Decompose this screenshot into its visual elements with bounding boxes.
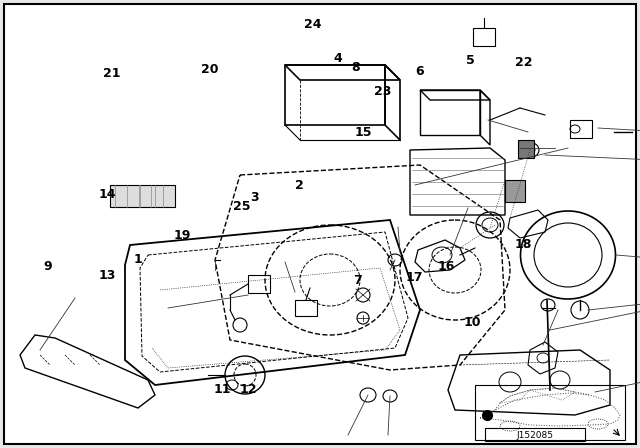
Text: 15: 15 [355, 125, 372, 139]
Text: 12: 12 [239, 383, 257, 396]
Text: 8: 8 [351, 60, 360, 74]
Bar [295, 300, 317, 316]
Text: 25: 25 [233, 199, 251, 213]
Text: 5: 5 [466, 54, 475, 67]
Text: 22: 22 [515, 56, 532, 69]
Bar [475, 385, 625, 440]
Text: 16: 16 [438, 260, 456, 273]
Text: 13: 13 [99, 269, 116, 282]
Text: 11: 11 [214, 383, 232, 396]
Bar [473, 28, 495, 46]
Bar [505, 180, 525, 202]
Bar [485, 428, 585, 441]
Text: 19: 19 [173, 228, 191, 242]
Bar [110, 185, 175, 207]
Text: 7: 7 [353, 273, 362, 287]
Text: 14: 14 [99, 188, 116, 202]
Text: 17: 17 [406, 271, 424, 284]
Text: 10: 10 [463, 316, 481, 329]
Text: 1: 1 [133, 253, 142, 267]
Text: 9: 9 [44, 260, 52, 273]
Text: 21: 21 [103, 67, 121, 81]
Text: 3: 3 [250, 190, 259, 204]
Text: 23: 23 [374, 85, 392, 99]
Text: 6: 6 [415, 65, 424, 78]
Bar [248, 275, 270, 293]
Text: 4: 4 [333, 52, 342, 65]
Bar [518, 140, 534, 158]
Text: 18: 18 [515, 237, 532, 251]
Text: J152085: J152085 [516, 431, 554, 439]
Text: 20: 20 [201, 63, 219, 76]
Bar [570, 120, 592, 138]
Text: 24: 24 [303, 18, 321, 31]
Text: 2: 2 [295, 179, 304, 193]
